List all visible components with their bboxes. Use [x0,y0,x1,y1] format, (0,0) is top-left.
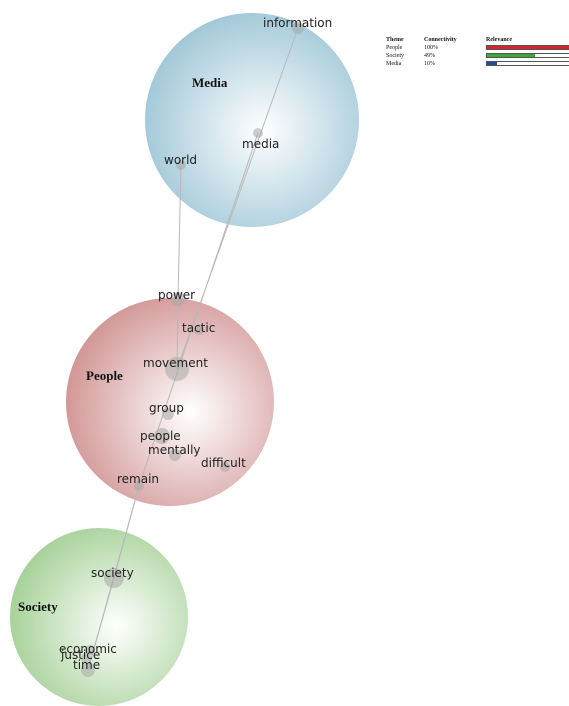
link-world-power [177,164,182,300]
concept-label-difficult[interactable]: difficult [201,456,246,470]
concept-node-information[interactable] [292,22,304,34]
theme-label-society: Society [18,599,58,614]
theme-legend: Theme Connectivity Relevance People 100%… [386,35,569,68]
legend-connectivity-value: 49% [424,53,435,59]
concept-node-media[interactable] [253,128,263,138]
concept-label-media[interactable]: media [242,137,279,151]
legend-row-media[interactable]: Media 10% [386,60,569,68]
concept-node-group[interactable] [162,408,174,420]
legend-header: Theme Connectivity Relevance [386,35,569,44]
concept-node-people[interactable] [154,428,170,444]
theme-circle-society[interactable] [10,528,188,706]
concept-node-world[interactable] [176,160,186,170]
relevance-bar [486,45,569,50]
concept-label-justice[interactable]: justice [60,648,100,662]
concept-label-group[interactable]: group [149,401,184,415]
concept-node-remain[interactable] [134,481,144,491]
relevance-bar-fill [487,46,569,49]
concept-label-people[interactable]: people [140,429,181,443]
concept-label-world[interactable]: world [164,153,197,167]
legend-theme-name: People [386,45,403,51]
concept-node-justice[interactable] [81,653,91,663]
legend-row-people[interactable]: People 100% [386,44,569,52]
relevance-bar-fill [487,62,497,65]
concept-node-economic[interactable] [85,645,95,655]
theme-label-people: People [86,368,123,383]
relevance-bar-fill [487,54,536,57]
concept-label-information[interactable]: information [263,16,332,30]
legend-connectivity-value: 10% [424,61,435,67]
relevance-bar [486,53,569,58]
concept-node-power[interactable] [171,292,185,306]
legend-header-relevance: Relevance [486,36,512,43]
concept-label-remain[interactable]: remain [117,472,159,486]
link-media-remain [138,132,259,487]
concept-label-economic[interactable]: economic [59,642,117,656]
theme-circle-people[interactable] [66,298,274,506]
legend-header-connectivity: Connectivity [424,36,457,43]
concept-label-time[interactable]: time [73,658,100,672]
concept-label-society[interactable]: society [91,566,134,580]
relevance-bar [486,61,569,66]
theme-label-media: Media [192,75,228,90]
concept-nodes [81,22,304,677]
concept-node-society[interactable] [104,568,124,588]
concept-label-power[interactable]: power [158,288,195,302]
concept-label-movement[interactable]: movement [143,356,208,370]
concept-node-mentally[interactable] [169,449,181,461]
concept-node-tactic[interactable] [194,325,204,335]
legend-header-theme: Theme [386,36,404,43]
legend-theme-name: Society [386,53,404,59]
concept-node-difficult[interactable] [220,462,230,472]
theme-circle-media[interactable] [145,13,359,227]
legend-theme-name: Media [386,61,402,67]
concept-node-time[interactable] [81,663,95,677]
legend-connectivity-value: 100% [424,45,438,51]
concept-label-tactic[interactable]: tactic [182,321,215,335]
concept-label-mentally[interactable]: mentally [148,443,201,457]
concept-node-movement[interactable] [165,357,189,381]
legend-row-society[interactable]: Society 49% [386,52,569,60]
link-society-time [87,577,115,671]
